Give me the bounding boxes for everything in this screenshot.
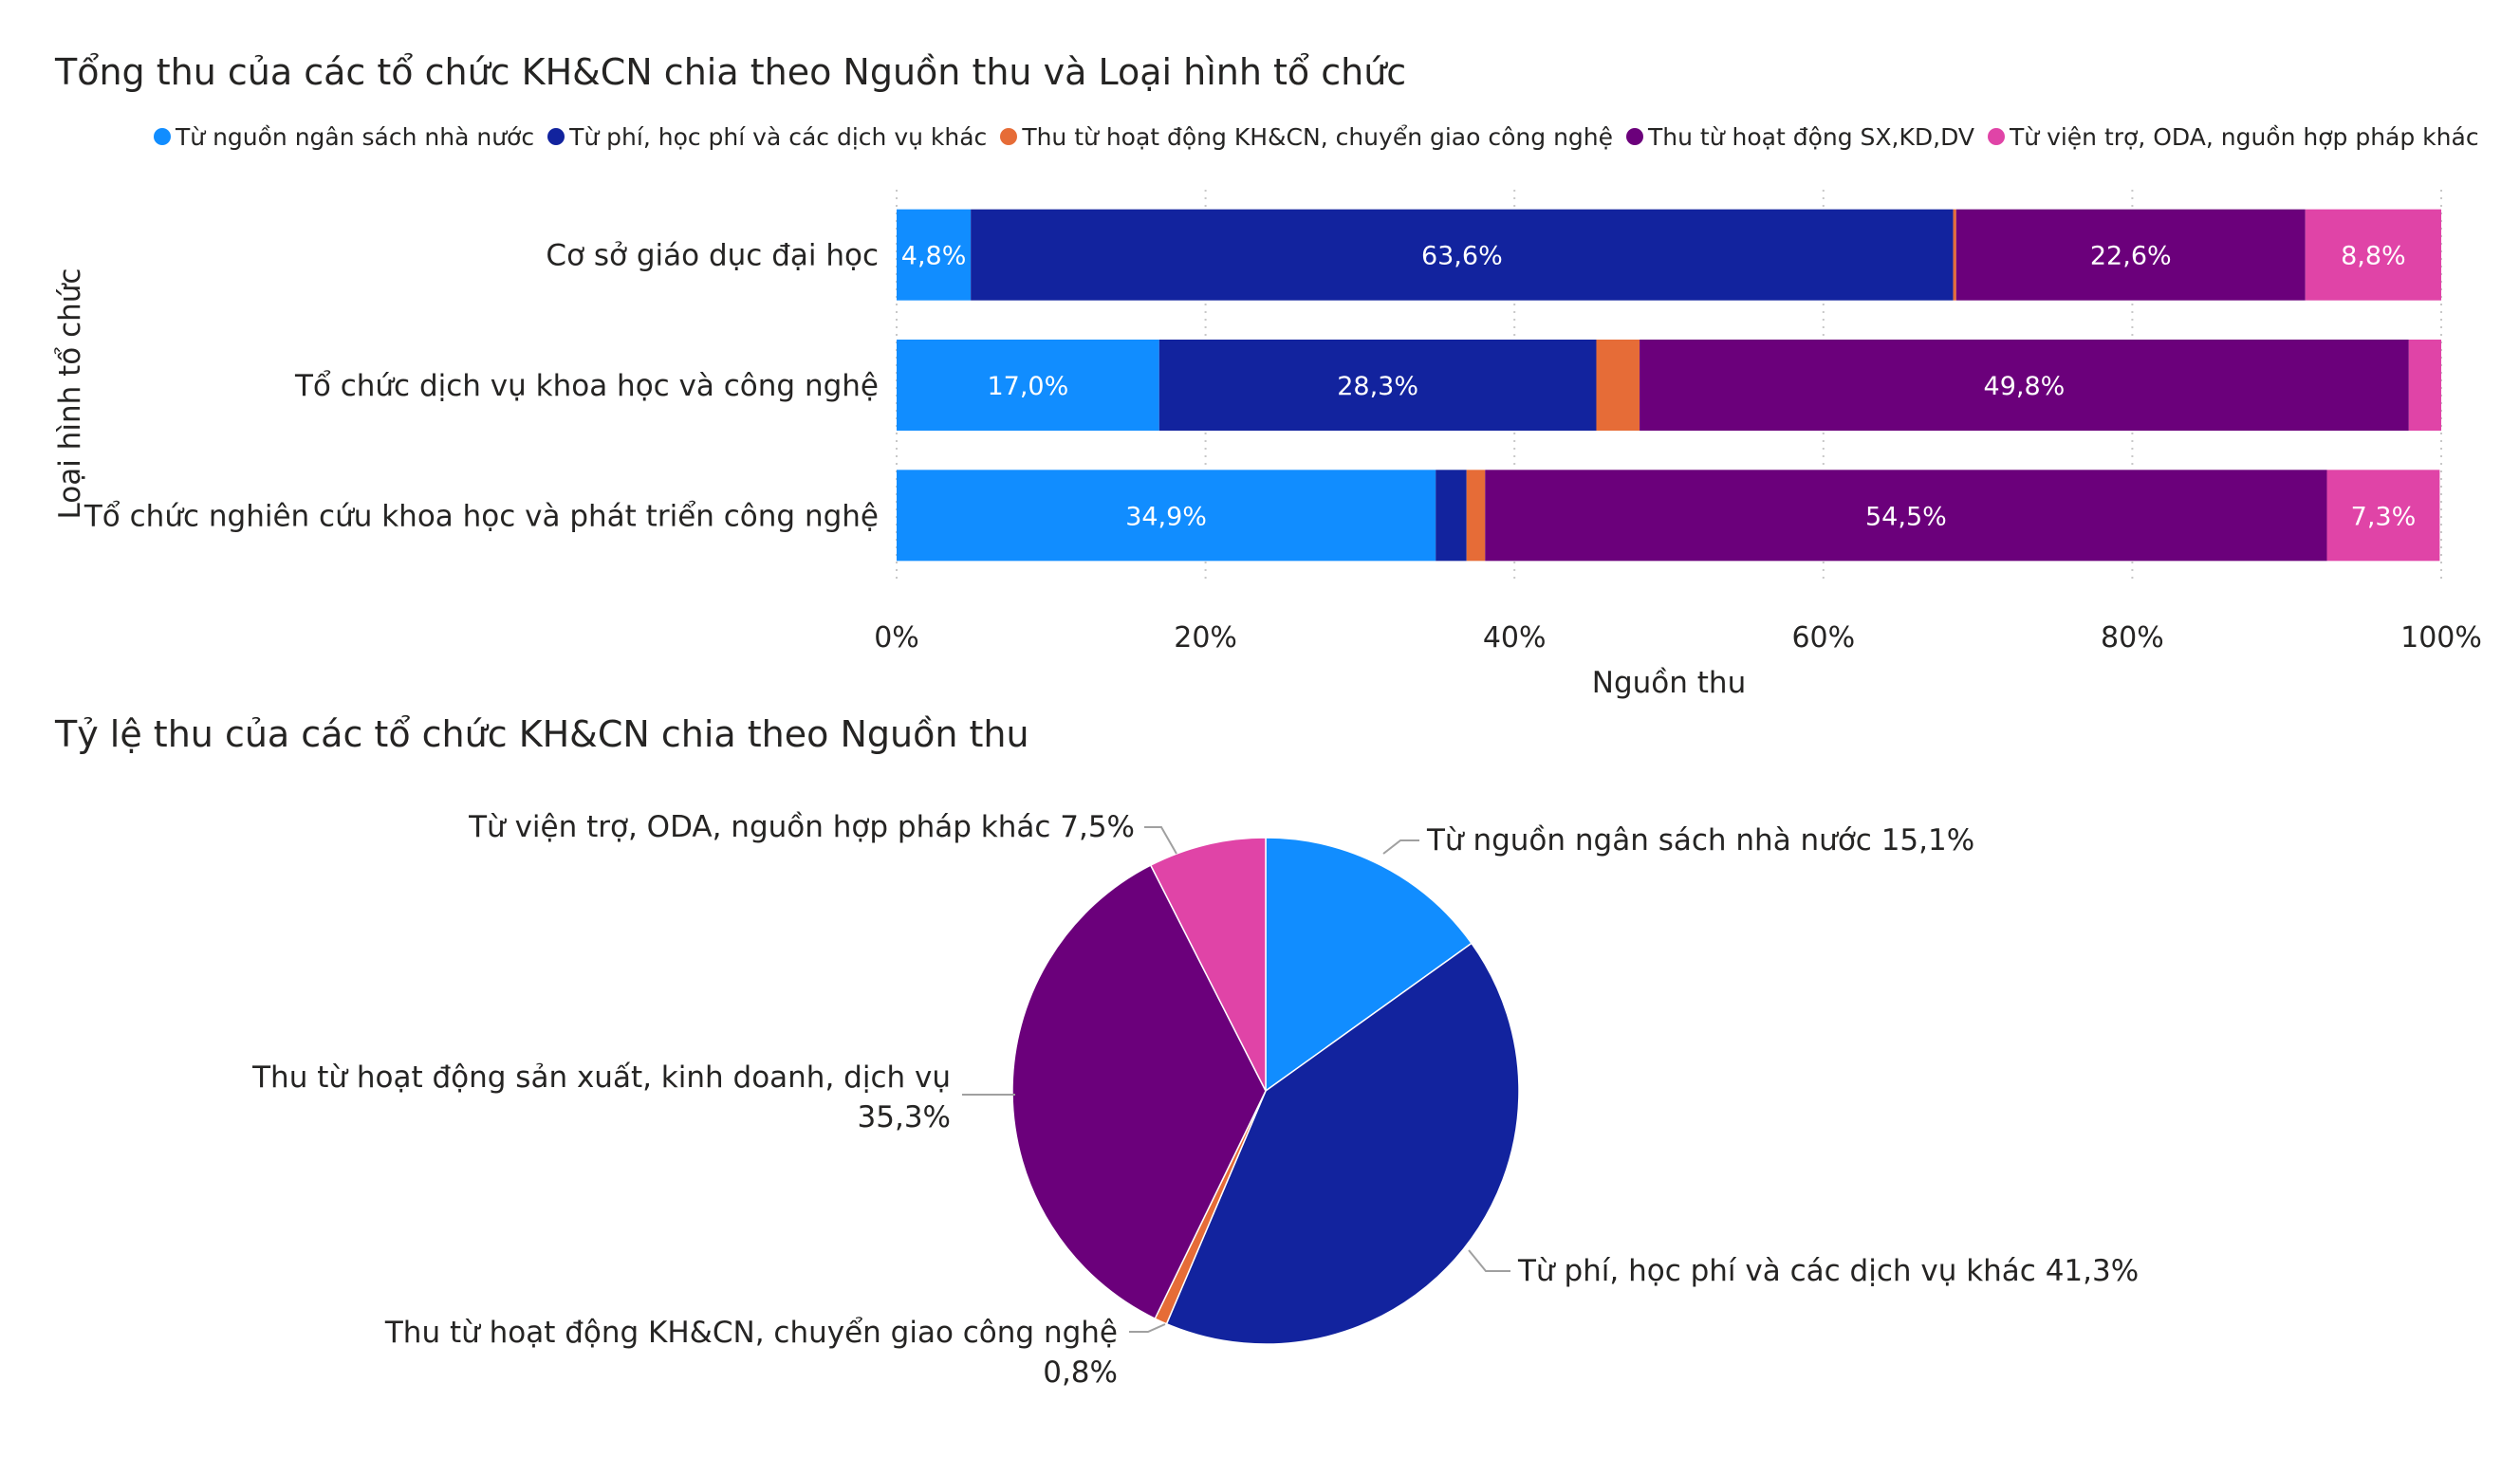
legend-item-thu-tu-hoat-dong-sx-kd-dv[interactable]: Thu từ hoạt động SX,KD,DV: [1626, 123, 1974, 151]
x-tick-label: 80%: [2101, 621, 2164, 655]
legend-marker: [547, 128, 565, 145]
pie-data-label: Thu từ hoạt động sản xuất, kinh doanh, d…: [251, 1060, 951, 1095]
bar-segment-tu-phi-hoc-phi-va-cac-dich-vu-khac: [1158, 340, 1597, 431]
legend-item-tu-phi-hoc-phi-va-cac-dich-vu-khac[interactable]: Từ phí, học phí và các dịch vụ khác: [547, 123, 987, 151]
bar-segment-thu-tu-hoat-dong-sx-kd-dv: [1485, 470, 2327, 562]
legend-marker: [1626, 128, 1644, 145]
pie-chart-title: Tỷ lệ thu của các tổ chức KH&CN chia the…: [55, 713, 1029, 755]
bar-data-label: 63,6%: [1421, 242, 1503, 271]
bar-data-label: 4,8%: [901, 242, 967, 271]
pie-slice-thu-tu-hoat-dong-san-xuat-kinh-doanh-dich-vu: [1011, 864, 1267, 1320]
legend-marker: [154, 128, 171, 145]
pie-slice-thu-tu-hoat-dong-kh-cn-chuyen-giao-cong-nghe: [1154, 1090, 1267, 1325]
pie-leader-line: [1144, 826, 1177, 855]
x-tick-label: 60%: [1791, 621, 1855, 655]
bar-row-to-chuc-nghien-cuu-khoa-hoc-va-phat-trien-cong-nghe: Tổ chức nghiên cứu khoa học và phát triể…: [83, 470, 2440, 562]
bar-data-label: 34,9%: [1125, 502, 1207, 531]
pie-data-label: Thu từ hoạt động KH&CN, chuyển giao công…: [384, 1316, 1118, 1350]
legend-label: Từ viện trợ, ODA, nguồn hợp pháp khác: [2010, 122, 2479, 151]
bar-row-co-so-giao-duc-dai-hoc: Cơ sở giáo dục đại học 4,8% 63,6% 22,6% 8,8%: [546, 209, 2441, 301]
category-label: Tổ chức dịch vụ khoa học và công nghệ: [294, 369, 879, 403]
bar-chart-title: Tổng thu của các tổ chức KH&CN chia theo…: [55, 51, 1407, 93]
pie-leader-line: [1382, 839, 1419, 855]
y-axis-title: Loại hình tổ chức: [53, 268, 87, 520]
pie-slice-tu-vien-tro-oda-nguon-hop-phap-khac: [1149, 837, 1267, 1092]
legend-item-tu-vien-tro-oda-nguon-hop-phap-khac[interactable]: Từ viện trợ, ODA, nguồn hợp pháp khác: [1988, 123, 2479, 151]
bar-data-label: 28,3%: [1337, 372, 1418, 401]
bar-segment-tu-nguon-ngan-sach-nha-nuoc: [897, 470, 1436, 562]
bar-segment-tu-vien-tro-oda-nguon-hop-phap-khac: [2408, 340, 2441, 431]
legend-label: Từ nguồn ngân sách nhà nước: [176, 122, 535, 151]
bar-data-label: 49,8%: [1984, 372, 2066, 401]
bar-row-to-chuc-dich-vu-khoa-hoc-va-cong-nghe: Tổ chức dịch vụ khoa học và công nghệ 17,…: [294, 340, 2441, 431]
legend-label: Thu từ hoạt động SX,KD,DV: [1648, 122, 1974, 151]
bar-segment-tu-nguon-ngan-sach-nha-nuoc: [897, 209, 972, 301]
bar-chart: 0% 20% 40% 60% 80% 100% Nguồn thu Loại hình tổ …: [53, 190, 2482, 700]
pie-data-label: Từ phí, học phí và các dịch vụ khác 41,3…: [1517, 1254, 2139, 1288]
legend-item-tu-nguon-ngan-sach-nha-nuoc[interactable]: Từ nguồn ngân sách nhà nước: [154, 123, 534, 151]
pie-data-label: 35,3%: [858, 1100, 951, 1134]
legend-label: Từ phí, học phí và các dịch vụ khác: [569, 122, 988, 151]
pie-data-label: Từ viện trợ, ODA, nguồn hợp pháp khác 7,…: [468, 810, 1135, 844]
bar-segment-tu-phi-hoc-phi-va-cac-dich-vu-khac: [971, 209, 1954, 301]
legend-marker: [1000, 128, 1018, 145]
pie-leader-line: [1129, 1323, 1166, 1333]
legend-item-thu-tu-hoat-dong-kh-cn-chuyen-giao-cong-nghe[interactable]: Thu từ hoạt động KH&CN, chuyển giao công…: [1000, 123, 1613, 151]
pie-data-label: 0,8%: [1043, 1356, 1118, 1390]
bar-segment-thu-tu-hoat-dong-sx-kd-dv: [1640, 340, 2409, 431]
x-tick-label: 40%: [1483, 621, 1547, 655]
pie-data-label: Từ nguồn ngân sách nhà nước 15,1%: [1426, 823, 1974, 858]
bar-segment-thu-tu-hoat-dong-kh-cn-chuyen-giao-cong-nghe: [1466, 470, 1486, 562]
bar-segment-tu-vien-tro-oda-nguon-hop-phap-khac: [2305, 209, 2441, 301]
x-tick-label: 20%: [1174, 621, 1237, 655]
legend-marker: [1988, 128, 2005, 145]
bar-data-label: 7,3%: [2351, 502, 2417, 531]
bar-segment-tu-phi-hoc-phi-va-cac-dich-vu-khac: [1436, 470, 1467, 562]
bar-segment-thu-tu-hoat-dong-kh-cn-chuyen-giao-cong-nghe: [1953, 209, 1956, 301]
bar-data-label: 54,5%: [1865, 502, 1947, 531]
x-tick-label: 0%: [874, 621, 919, 655]
legend-label: Thu từ hoạt động KH&CN, chuyển giao công…: [1022, 122, 1614, 151]
bar-data-label: 22,6%: [2090, 242, 2172, 271]
bar-segment-thu-tu-hoat-dong-kh-cn-chuyen-giao-cong-nghe: [1596, 340, 1640, 431]
x-axis-title: Nguồn thu: [1592, 666, 1746, 700]
bar-segment-tu-vien-tro-oda-nguon-hop-phap-khac: [2326, 470, 2440, 562]
bar-data-label: 8,8%: [2341, 242, 2406, 271]
category-label: Cơ sở giáo dục đại học: [546, 239, 879, 273]
bar-segment-tu-nguon-ngan-sach-nha-nuoc: [897, 340, 1159, 431]
bar-chart-legend: Từ nguồn ngân sách nhà nước Từ phí, học p…: [154, 120, 2492, 154]
bar-segment-thu-tu-hoat-dong-sx-kd-dv: [1955, 209, 2306, 301]
pie-leader-line: [1468, 1249, 1510, 1272]
pie-slice-tu-phi-hoc-phi-va-cac-dich-vu-khac: [1165, 942, 1520, 1345]
category-label: Tổ chức nghiên cứu khoa học và phát triể…: [83, 499, 879, 533]
pie-slice-tu-nguon-ngan-sach-nha-nuoc: [1265, 837, 1473, 1093]
x-tick-label: 100%: [2400, 621, 2482, 655]
bar-data-label: 17,0%: [987, 372, 1068, 401]
